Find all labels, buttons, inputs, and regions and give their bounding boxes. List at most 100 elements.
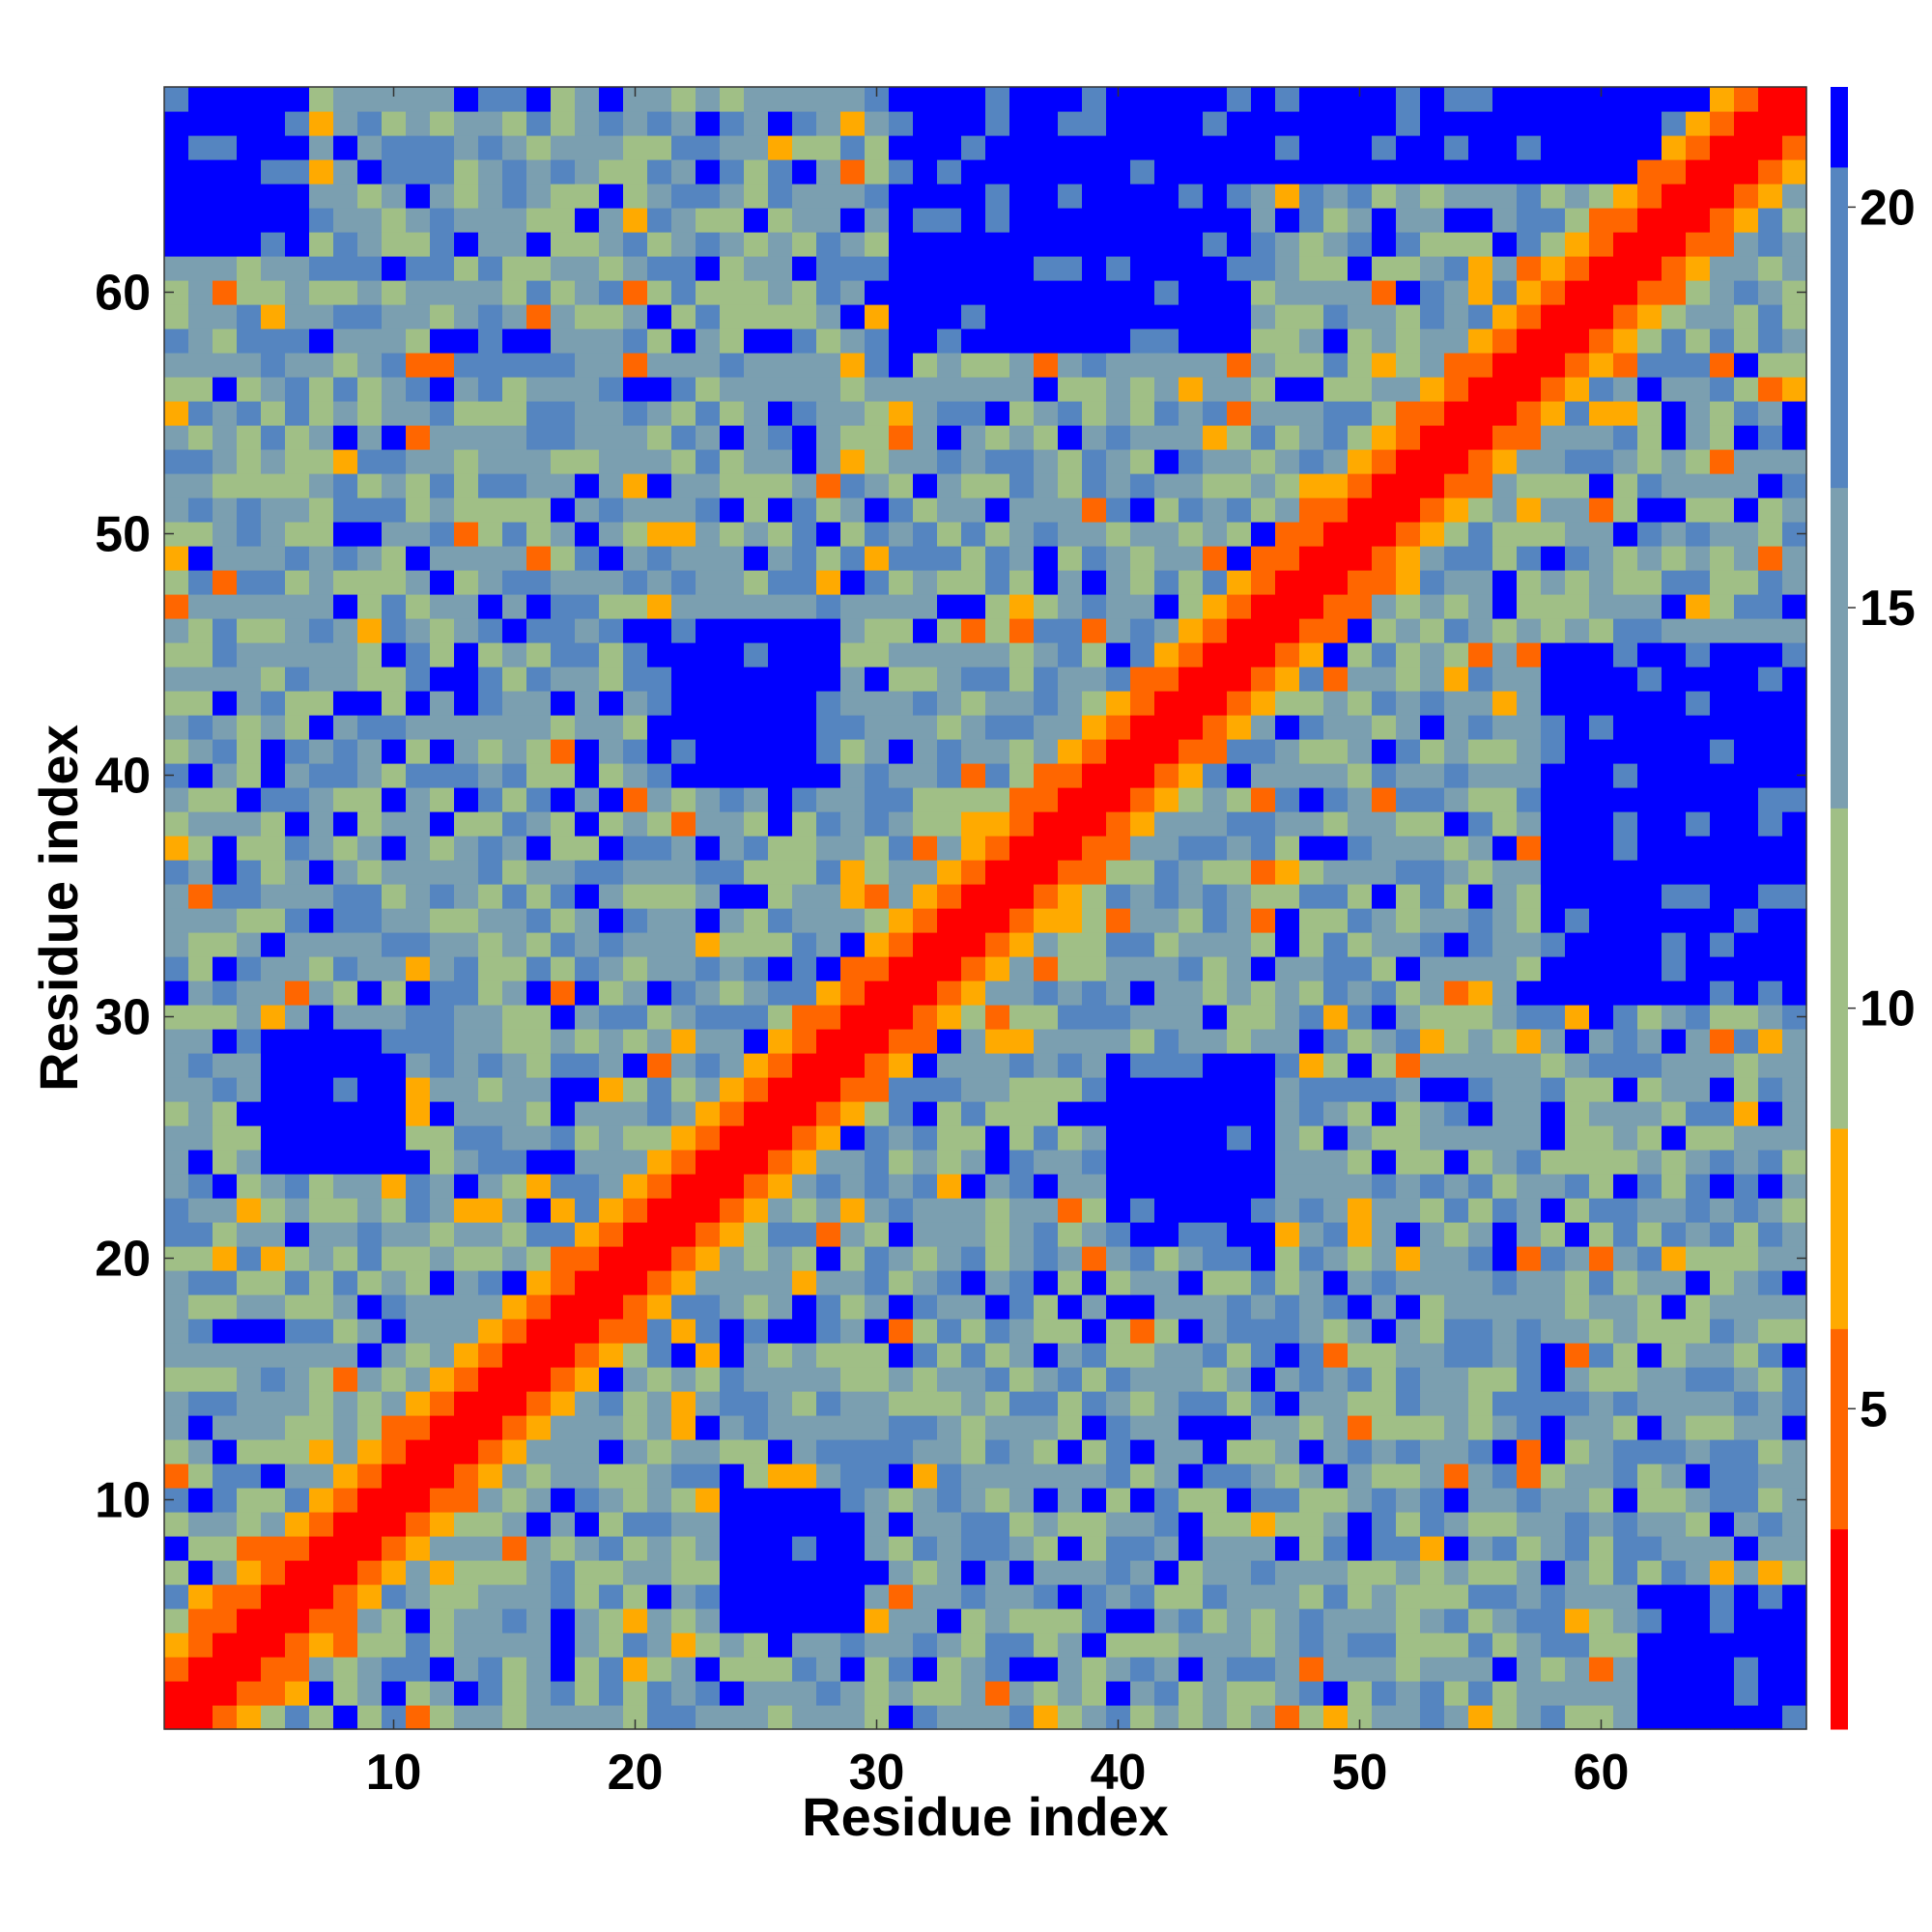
heatmap-cell: [285, 425, 310, 450]
heatmap-cell: [865, 401, 890, 426]
heatmap-cell: [454, 377, 479, 402]
heatmap-cell: [1517, 401, 1542, 426]
heatmap-cell: [1058, 232, 1083, 257]
heatmap-cell: [1686, 425, 1711, 450]
heatmap-cell: [720, 1657, 745, 1682]
heatmap-cell: [1686, 1101, 1711, 1126]
heatmap-cell: [889, 1101, 914, 1126]
heatmap-cell: [1565, 787, 1590, 812]
heatmap-cell: [1637, 87, 1662, 112]
heatmap-cell: [792, 884, 817, 909]
heatmap-cell: [1275, 1101, 1300, 1126]
heatmap-cell: [1468, 1246, 1493, 1271]
heatmap-cell: [285, 1681, 310, 1706]
heatmap-cell: [333, 715, 358, 740]
heatmap-cell: [333, 377, 358, 402]
heatmap-cell: [816, 787, 841, 812]
heatmap-cell: [1227, 860, 1252, 885]
heatmap-cell: [1492, 667, 1518, 692]
heatmap-cell: [720, 1343, 745, 1368]
heatmap-cell: [1782, 1174, 1807, 1199]
heatmap-cell: [1082, 1463, 1107, 1489]
heatmap-cell: [188, 1512, 213, 1537]
heatmap-cell: [816, 1077, 841, 1102]
heatmap-cell: [333, 184, 358, 209]
heatmap-cell: [647, 473, 672, 498]
heatmap-cell: [792, 1270, 817, 1295]
heatmap-cell: [1637, 1125, 1662, 1151]
heatmap-cell: [768, 256, 793, 281]
heatmap-cell: [1396, 1560, 1421, 1585]
heatmap-cell: [1179, 473, 1204, 498]
heatmap-cell: [261, 449, 286, 474]
heatmap-cell: [1058, 594, 1083, 619]
heatmap-cell: [502, 1270, 527, 1295]
heatmap-cell: [502, 1536, 527, 1561]
heatmap-cell: [1348, 280, 1373, 305]
heatmap-cell: [1710, 280, 1735, 305]
heatmap-cell: [1758, 135, 1783, 160]
heatmap-cell: [1009, 1125, 1035, 1151]
heatmap-cell: [744, 1005, 769, 1030]
heatmap-cell: [454, 1463, 479, 1489]
heatmap-cell: [1782, 87, 1807, 112]
heatmap-cell: [840, 1246, 866, 1271]
heatmap-cell: [1637, 1415, 1662, 1440]
heatmap-cell: [1034, 1536, 1059, 1561]
heatmap-cell: [889, 860, 914, 885]
heatmap-cell: [1348, 1294, 1373, 1320]
heatmap-cell: [720, 1053, 745, 1078]
heatmap-cell: [889, 425, 914, 450]
heatmap-cell: [502, 1584, 527, 1609]
heatmap-cell: [1154, 667, 1179, 692]
heatmap-cell: [937, 932, 962, 957]
heatmap-cell: [1396, 1294, 1421, 1320]
heatmap-cell: [1710, 425, 1735, 450]
heatmap-cell: [333, 135, 358, 160]
heatmap-cell: [1734, 1705, 1759, 1730]
heatmap-cell: [1179, 1319, 1204, 1344]
heatmap-cell: [164, 787, 189, 812]
heatmap-cell: [913, 1415, 938, 1440]
heatmap-cells: [164, 87, 1807, 1730]
heatmap-cell: [1758, 1608, 1783, 1634]
heatmap-cell: [1082, 1319, 1107, 1344]
heatmap-cell: [744, 980, 769, 1006]
heatmap-cell: [792, 763, 817, 788]
heatmap-cell: [333, 449, 358, 474]
heatmap-cell: [478, 980, 503, 1006]
heatmap-cell: [1565, 1077, 1590, 1102]
heatmap-cell: [382, 377, 407, 402]
heatmap-cell: [889, 1705, 914, 1730]
heatmap-cell: [1710, 667, 1735, 692]
heatmap-cell: [333, 1633, 358, 1658]
heatmap-cell: [333, 884, 358, 909]
heatmap-cell: [261, 208, 286, 233]
heatmap-cell: [961, 497, 986, 523]
heatmap-cell: [937, 763, 962, 788]
heatmap-cell: [647, 1415, 672, 1440]
heatmap-cell: [1034, 1053, 1059, 1078]
heatmap-cell: [961, 1439, 986, 1464]
heatmap-cell: [575, 377, 600, 402]
heatmap-cell: [913, 642, 938, 668]
heatmap-cell: [744, 401, 769, 426]
heatmap-cell: [696, 860, 721, 885]
heatmap-cell: [382, 908, 407, 933]
heatmap-cell: [1348, 111, 1373, 136]
heatmap-cell: [406, 1029, 431, 1054]
heatmap-cell: [1420, 691, 1445, 716]
heatmap-cell: [1420, 1608, 1445, 1634]
heatmap-cell: [792, 1681, 817, 1706]
heatmap-cell: [261, 256, 286, 281]
heatmap-cell: [1758, 1125, 1783, 1151]
heatmap-cell: [1154, 1053, 1179, 1078]
heatmap-cell: [1734, 1584, 1759, 1609]
heatmap-cell: [1299, 401, 1324, 426]
heatmap-cell: [213, 135, 238, 160]
heatmap-cell: [1758, 1005, 1783, 1030]
heatmap-cell: [1275, 667, 1300, 692]
heatmap-cell: [1613, 353, 1638, 378]
heatmap-cell: [840, 256, 866, 281]
heatmap-cell: [285, 908, 310, 933]
